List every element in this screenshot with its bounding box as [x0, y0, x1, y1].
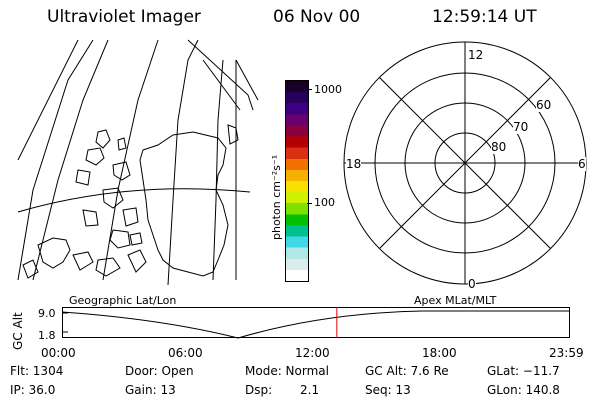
mlt-label-0: 0 [468, 277, 476, 291]
door-info: Door: Open [125, 364, 194, 378]
mode-info: Mode: Normal [245, 364, 329, 378]
lat-label-80: 80 [491, 140, 507, 154]
lat-label-60: 60 [536, 98, 552, 112]
gc-alt-info: GC Alt: 7.6 Re [365, 364, 449, 378]
apex-label: Apex MLat/MLT [414, 294, 497, 307]
dsp-label: Dsp: [245, 383, 273, 397]
mlt-label-18: 18 [346, 157, 362, 171]
y-tick-label: 9.0 [38, 307, 56, 320]
date-label: 06 Nov 00 [273, 7, 361, 27]
parallel-line [202, 59, 241, 111]
colorbar-tick-label: 1000 [314, 83, 342, 96]
colorbar-tick [307, 89, 312, 90]
meridian-line [212, 59, 224, 281]
mlt-diagonal [379, 77, 551, 249]
meridian-line [102, 39, 159, 281]
time-label: 12:59:14 UT [432, 7, 537, 27]
altitude-strip [61, 307, 570, 339]
meridian-line [167, 39, 199, 286]
x-tick-label: 23:59 [549, 346, 584, 360]
parallel-line [17, 188, 251, 213]
seq-info: Seq: 13 [365, 383, 411, 397]
dsp-value: 2.1 [300, 383, 320, 397]
colorbar-tick-label: 100 [314, 196, 335, 209]
gc-alt-axis-label: GC Alt [11, 312, 25, 350]
colorbar [285, 80, 309, 282]
geographic-label: Geographic Lat/Lon [69, 294, 177, 307]
lat-label-70: 70 [513, 120, 529, 134]
meridian-line [17, 39, 94, 281]
meridian-line [32, 39, 109, 281]
coastline [22, 124, 239, 279]
polar-plot [343, 41, 587, 285]
mlt-label-6: 6 [578, 157, 586, 171]
colorbar-unit-label: photon cm⁻²s⁻¹ [270, 154, 283, 240]
colorbar-tick [307, 203, 312, 204]
strip-frame [62, 307, 570, 338]
meridian-line [17, 39, 79, 161]
flight-info: Flt: 1304 [10, 364, 64, 378]
ip-info: IP: 36.0 [10, 383, 56, 397]
parallel-line [187, 39, 254, 111]
meridian-line [235, 59, 259, 280]
glon-info: GLon: 140.8 [487, 383, 560, 397]
x-tick-label: 00:00 [41, 346, 76, 360]
gain-info: Gain: 13 [125, 383, 176, 397]
mlt-label-12: 12 [468, 48, 484, 62]
geographic-map [17, 39, 259, 286]
x-tick-label: 12:00 [295, 346, 330, 360]
instrument-title: Ultraviolet Imager [47, 7, 201, 27]
glat-info: GLat: −11.7 [487, 364, 560, 378]
x-tick-label: 18:00 [422, 346, 457, 360]
altitude-curve [61, 310, 570, 339]
x-tick-label: 06:00 [168, 346, 203, 360]
y-tick-label: 1.8 [38, 329, 56, 342]
